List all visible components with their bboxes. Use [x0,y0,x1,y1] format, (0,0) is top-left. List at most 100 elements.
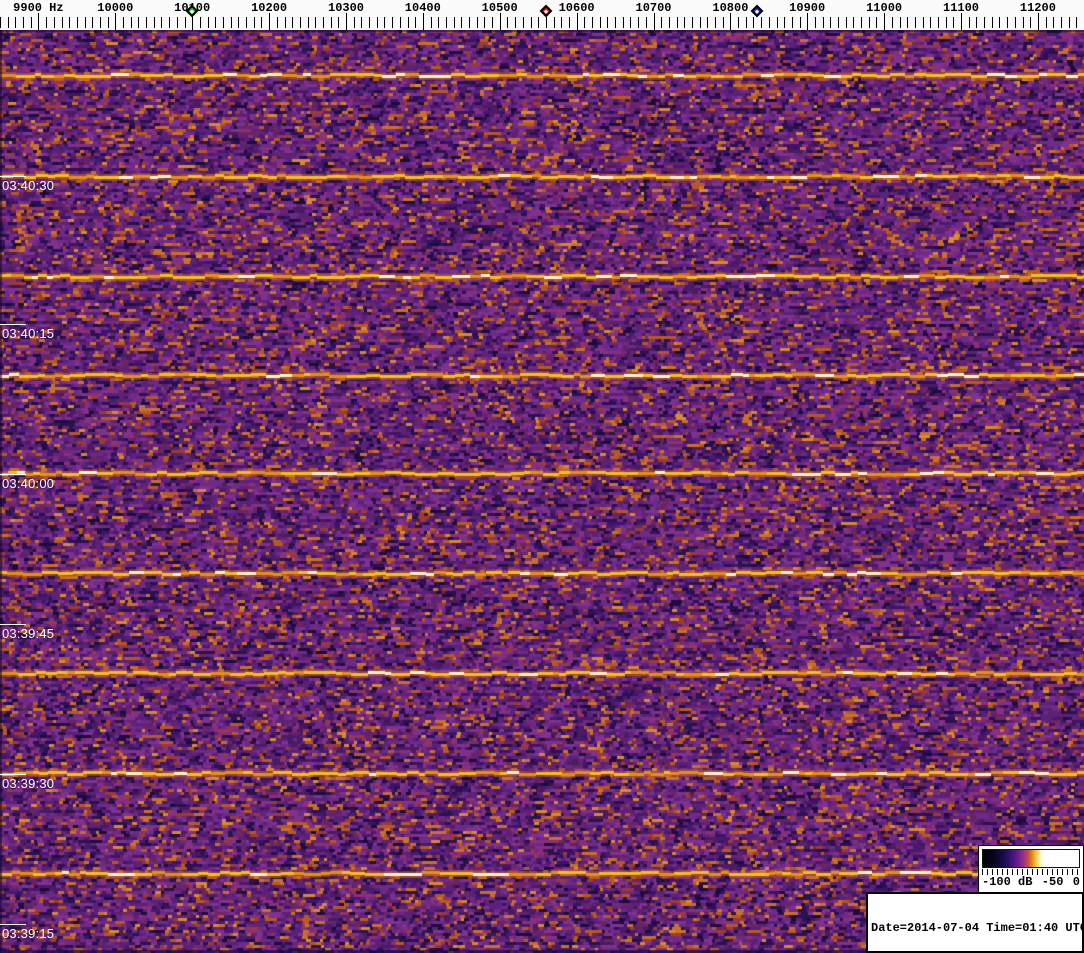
minor-tick [308,17,309,28]
minor-tick [876,17,877,28]
minor-tick [200,17,201,28]
minor-tick [23,17,24,28]
frequency-tick-label: 11000 [866,1,902,15]
minor-tick [131,17,132,28]
major-tick [38,13,39,30]
time-tick-label: 03:40:15 [0,324,54,341]
time-tick-label: 03:40:30 [0,176,54,193]
minor-tick [454,17,455,28]
minor-tick [661,17,662,28]
minor-tick [323,17,324,28]
minor-tick [723,17,724,28]
minor-tick [108,17,109,28]
major-tick [961,13,962,30]
frequency-scale[interactable]: 9900 Hz100001010010200103001040010500106… [0,0,1084,30]
minor-tick [292,17,293,28]
legend-labels: -100 dB -50 0 [982,875,1080,889]
minor-tick [185,17,186,28]
observation-info-box: Date=2014-07-04 Time=01:40 UTC Freq=143 … [866,892,1084,953]
minor-tick [400,17,401,28]
waterfall-canvas[interactable] [0,30,1084,953]
minor-tick [669,17,670,28]
minor-tick [738,17,739,28]
minor-tick [331,17,332,28]
frequency-tick-label: 10000 [97,1,133,15]
minor-tick [1053,17,1054,28]
minor-tick [223,17,224,28]
minor-tick [938,17,939,28]
time-tick-label: 03:39:45 [0,624,54,641]
minor-tick [438,17,439,28]
major-tick [654,13,655,30]
minor-tick [100,17,101,28]
frequency-tick-label: 10800 [712,1,748,15]
major-tick [1038,13,1039,30]
minor-tick [900,17,901,28]
minor-tick [1015,17,1016,28]
minor-tick [677,17,678,28]
time-tick: 03:39:30 [0,774,54,791]
major-tick [269,13,270,30]
time-tick: 03:40:15 [0,324,54,341]
minor-tick [507,17,508,28]
minor-tick [999,17,1000,28]
minor-tick [169,17,170,28]
minor-tick [392,17,393,28]
minor-tick [846,17,847,28]
minor-tick [85,17,86,28]
minor-tick [753,17,754,28]
minor-tick [623,17,624,28]
minor-tick [77,17,78,28]
minor-tick [815,17,816,28]
spectrogram-window: 9900 Hz100001010010200103001040010500106… [0,0,1084,953]
minor-tick [769,17,770,28]
minor-tick [784,17,785,28]
minor-tick [853,17,854,28]
minor-tick [354,17,355,28]
frequency-tick-label: 9900 Hz [13,1,63,15]
minor-tick [315,17,316,28]
minor-tick [969,17,970,28]
minor-tick [646,17,647,28]
minor-tick [523,17,524,28]
major-tick [500,13,501,30]
minor-tick [31,17,32,28]
minor-tick [684,17,685,28]
minor-tick [600,17,601,28]
minor-tick [261,17,262,28]
time-tick: 03:40:00 [0,474,54,491]
time-tick-label: 03:40:00 [0,474,54,491]
minor-tick [592,17,593,28]
minor-tick [369,17,370,28]
minor-tick [1030,17,1031,28]
minor-tick [177,17,178,28]
colormap-gradient-bar [982,849,1080,868]
minor-tick [607,17,608,28]
minor-tick [638,17,639,28]
minor-tick [923,17,924,28]
minor-tick [138,17,139,28]
frequency-tick-label: 10600 [559,1,595,15]
minor-tick [538,17,539,28]
freq-marker-red[interactable] [539,5,552,18]
info-date-time: Date=2014-07-04 Time=01:40 UTC [871,922,1079,935]
minor-tick [377,17,378,28]
major-tick [730,13,731,30]
minor-tick [46,17,47,28]
major-tick [807,13,808,30]
freq-marker-blue[interactable] [751,5,764,18]
minor-tick [838,17,839,28]
minor-tick [569,17,570,28]
major-tick [884,13,885,30]
minor-tick [915,17,916,28]
minor-tick [1061,17,1062,28]
frequency-tick-label: 11200 [1020,1,1056,15]
frequency-tick-label: 10400 [405,1,441,15]
minor-tick [15,17,16,28]
minor-tick [700,17,701,28]
minor-tick [446,17,447,28]
minor-tick [531,17,532,28]
time-tick-label: 03:39:30 [0,774,54,791]
minor-tick [484,17,485,28]
minor-tick [0,17,1,28]
